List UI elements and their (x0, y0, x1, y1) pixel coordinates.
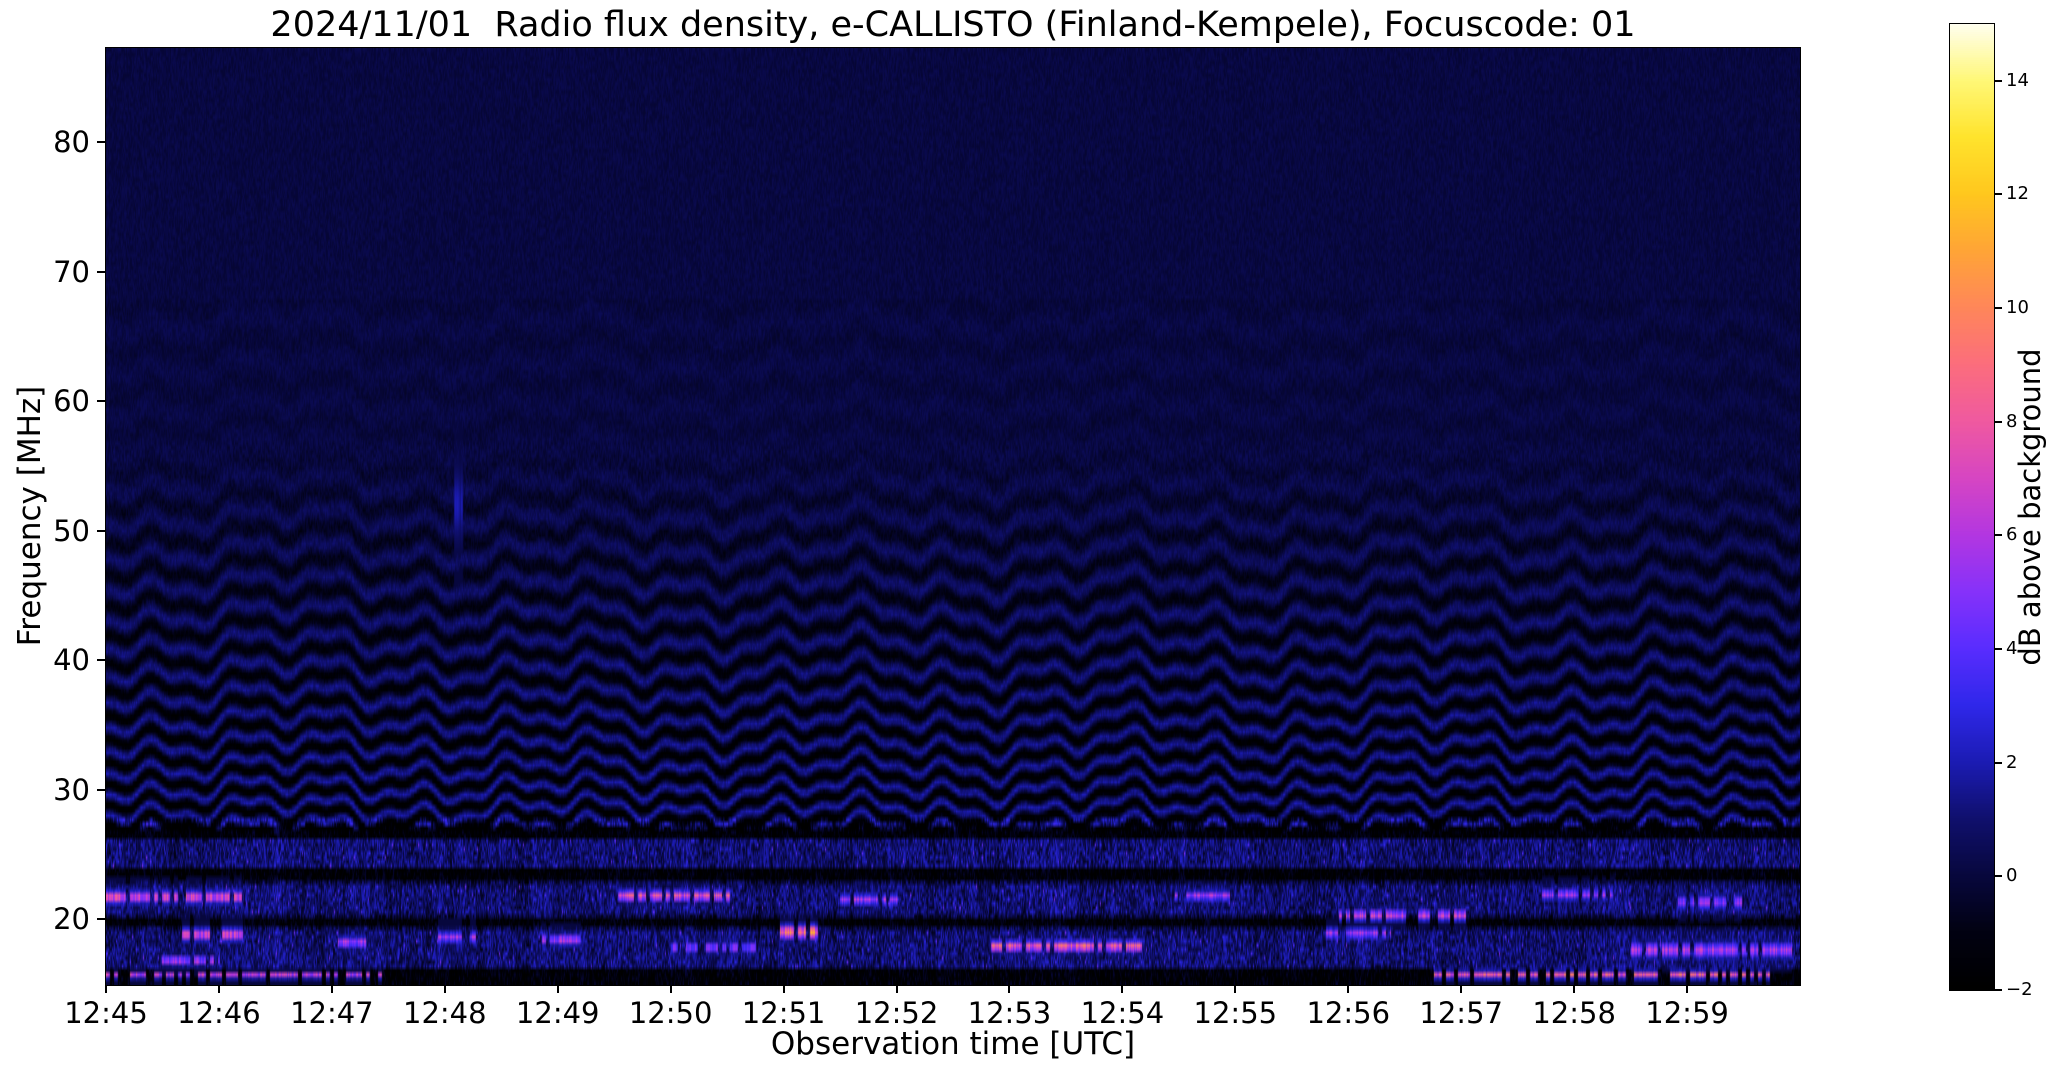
x-tick-label: 12:51 (741, 996, 826, 1030)
colorbar-tick-mark (1994, 648, 2002, 651)
colorbar-tick-mark (1994, 420, 2002, 423)
colorbar-tick-label: 10 (2006, 297, 2029, 319)
x-tick-label: 12:56 (1306, 996, 1391, 1030)
x-tick-mark (1121, 985, 1124, 993)
colorbar-tick-mark (1994, 79, 2002, 82)
x-tick-mark (1347, 985, 1350, 993)
x-tick-label: 12:46 (177, 996, 261, 1030)
x-tick-mark (217, 985, 220, 993)
colorbar-tick-label: 8 (2006, 410, 2018, 432)
colorbar-tick-label: 0 (2006, 865, 2018, 887)
colorbar-tick-label: 6 (2006, 524, 2018, 546)
colorbar-tick-label: 2 (2006, 751, 2018, 773)
x-tick-label: 12:45 (64, 996, 148, 1030)
x-axis-label: Observation time [UTC] (770, 1026, 1136, 1062)
y-tick-label: 70 (53, 254, 90, 289)
x-tick-mark (556, 985, 559, 993)
y-tick-label: 40 (53, 643, 90, 678)
x-tick-mark (669, 985, 672, 993)
colorbar-tick-mark (1994, 307, 2002, 310)
colorbar-gradient (1949, 23, 1995, 991)
spectrogram-heatmap (105, 47, 1801, 986)
x-tick-mark (895, 985, 898, 993)
y-tick-label: 60 (53, 384, 90, 419)
colorbar-tick-mark (1994, 534, 2002, 537)
x-tick-label: 12:49 (515, 996, 600, 1030)
y-tick-label: 50 (53, 513, 90, 548)
y-tick-mark (97, 270, 106, 273)
colorbar-tick-label: 14 (2006, 69, 2029, 91)
x-tick-label: 12:58 (1532, 996, 1616, 1030)
x-tick-mark (330, 985, 333, 993)
x-tick-mark (782, 985, 785, 993)
y-tick-label: 80 (53, 125, 90, 160)
x-tick-label: 12:59 (1645, 996, 1729, 1030)
x-tick-label: 12:57 (1419, 996, 1503, 1030)
x-tick-mark (1008, 985, 1011, 993)
y-tick-mark (97, 141, 106, 144)
x-tick-label: 12:48 (403, 996, 487, 1030)
colorbar-tick-mark (1994, 193, 2002, 196)
y-tick-mark (97, 917, 106, 920)
x-tick-mark (443, 985, 446, 993)
x-tick-label: 12:50 (628, 996, 713, 1030)
x-tick-mark (1686, 985, 1689, 993)
colorbar-tick-label: 4 (2006, 638, 2018, 660)
y-tick-label: 20 (53, 901, 90, 936)
x-tick-label: 12:47 (290, 996, 374, 1030)
colorbar-tick-mark (1994, 761, 2002, 764)
x-tick-label: 12:55 (1193, 996, 1278, 1030)
colorbar-tick-label: 12 (2006, 183, 2029, 205)
y-tick-mark (97, 788, 106, 791)
y-tick-label: 30 (53, 772, 90, 807)
y-tick-mark (97, 400, 106, 403)
colorbar-tick-mark (1994, 989, 2002, 991)
y-tick-mark (97, 659, 106, 662)
y-tick-mark (97, 529, 106, 532)
x-tick-label: 12:52 (854, 996, 939, 1030)
x-tick-label: 12:54 (1080, 996, 1165, 1030)
colorbar-label: dB above background (2013, 348, 2047, 666)
x-tick-label: 12:53 (967, 996, 1052, 1030)
colorbar-tick-label: −2 (2006, 979, 2033, 1000)
x-tick-mark (1234, 985, 1237, 993)
x-tick-mark (1573, 985, 1576, 993)
x-tick-mark (1460, 985, 1463, 993)
colorbar-tick-mark (1994, 875, 2002, 878)
figure-title: 2024/11/01 Radio flux density, e-CALLIST… (270, 5, 1636, 45)
x-tick-mark (105, 985, 107, 993)
